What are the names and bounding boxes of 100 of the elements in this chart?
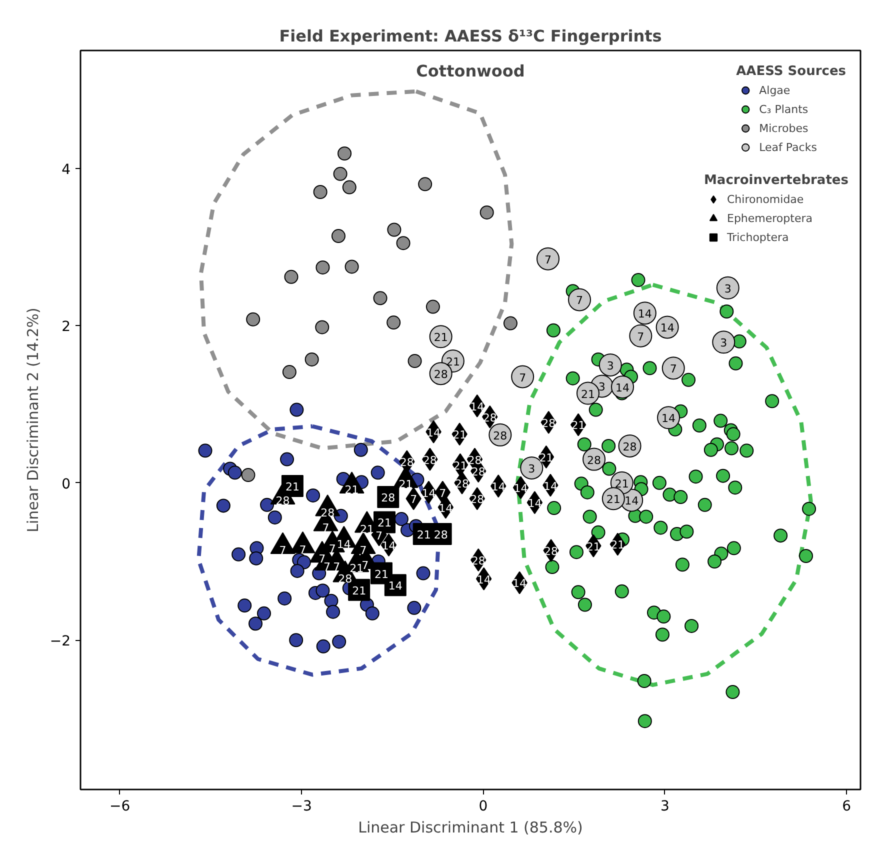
annotation: 7 [318, 552, 326, 566]
annotation: 21 [571, 419, 586, 432]
annotation: 21 [285, 480, 300, 494]
point [354, 442, 368, 457]
point [278, 591, 292, 606]
point [394, 512, 408, 526]
point [333, 166, 348, 181]
annotation: 7 [333, 560, 340, 574]
point [418, 177, 432, 192]
point [246, 312, 260, 326]
legend-label: Microbes [759, 122, 808, 134]
annotation: 28 [622, 440, 637, 454]
point [480, 205, 494, 220]
annotation: 7 [670, 362, 677, 376]
annotation: 7 [360, 544, 367, 558]
annotation: 14 [382, 540, 396, 552]
annotation: 7 [410, 493, 418, 506]
annotation: 14 [512, 577, 527, 590]
point [290, 402, 304, 417]
annotation: 28 [338, 572, 352, 586]
point [238, 598, 252, 613]
annotation: 28 [400, 456, 414, 470]
annotation: 28 [471, 554, 486, 568]
annotation: 28 [381, 492, 396, 505]
annotation: 28 [434, 528, 448, 542]
point [260, 498, 274, 512]
point [370, 466, 385, 480]
annotation: 28 [493, 429, 508, 442]
text: Cottonwood [416, 62, 525, 80]
point [662, 356, 685, 380]
annotation: 21 [416, 528, 431, 542]
point [629, 324, 652, 348]
x-tick-label: 3 [660, 798, 670, 814]
annotation: 21 [344, 484, 359, 497]
annotation: 14 [438, 502, 453, 515]
point [598, 353, 622, 376]
point [712, 330, 736, 354]
annotation: 14 [388, 580, 402, 593]
annotation: 7 [376, 529, 383, 542]
legend-label: C₃ Plants [759, 102, 808, 116]
point [198, 444, 212, 458]
x-tick-label: −3 [291, 798, 312, 814]
point [407, 600, 422, 615]
annotation: 21 [539, 451, 554, 464]
point [280, 452, 294, 466]
annotation: 7 [362, 559, 369, 572]
annotation: 14 [660, 322, 674, 335]
annotation: 7 [279, 544, 286, 558]
point [332, 634, 346, 649]
annotation: 28 [276, 494, 290, 508]
point [232, 547, 246, 562]
annotation: 3 [720, 336, 728, 350]
x-tick-label: 0 [478, 798, 488, 814]
annotation: 28 [544, 545, 558, 558]
annotation: 14 [336, 538, 351, 551]
annotation: 28 [434, 368, 448, 382]
point [536, 247, 560, 270]
annotation: 28 [422, 454, 437, 467]
point [256, 606, 271, 620]
annotation: 14 [528, 497, 542, 510]
point [268, 510, 282, 524]
point [373, 291, 388, 306]
annotation: 7 [519, 371, 526, 384]
annotation: 28 [587, 454, 602, 467]
annotation: 7 [637, 330, 644, 344]
annotation: 7 [328, 542, 336, 556]
legend-label: Ephemeroptera [727, 212, 812, 224]
point [365, 606, 380, 620]
point [331, 229, 346, 244]
point [326, 604, 340, 619]
annotation: 7 [439, 486, 446, 500]
point [313, 185, 328, 199]
annotation: 21 [452, 428, 467, 442]
point [216, 498, 230, 513]
annotation: 3 [724, 282, 732, 296]
point [316, 260, 330, 274]
annotation: 21 [352, 584, 366, 598]
annotation: 7 [544, 253, 552, 266]
point [386, 316, 401, 330]
annotation: 28 [320, 506, 335, 520]
point [342, 180, 356, 194]
annotation: 28 [542, 416, 556, 430]
annotation: 14 [624, 494, 639, 508]
x-axis-title: Linear Discriminant 1 (85.8%) [358, 818, 583, 836]
point [511, 365, 534, 388]
annotation: 21 [453, 459, 468, 472]
y-axis-title: Linear Discriminant 2 (14.2%) [24, 308, 42, 532]
point [568, 288, 592, 312]
annotation: 7 [322, 521, 330, 534]
point [344, 260, 359, 274]
legend-label: Algae [759, 84, 790, 96]
x-tick-label: 6 [842, 798, 852, 814]
point [241, 468, 256, 482]
point [408, 354, 422, 368]
annotation: 21 [586, 540, 600, 554]
annotation: 14 [616, 381, 630, 394]
y-tick-label: 0 [62, 476, 71, 492]
point [503, 316, 518, 330]
annotation: 14 [543, 480, 558, 493]
point [316, 639, 330, 654]
